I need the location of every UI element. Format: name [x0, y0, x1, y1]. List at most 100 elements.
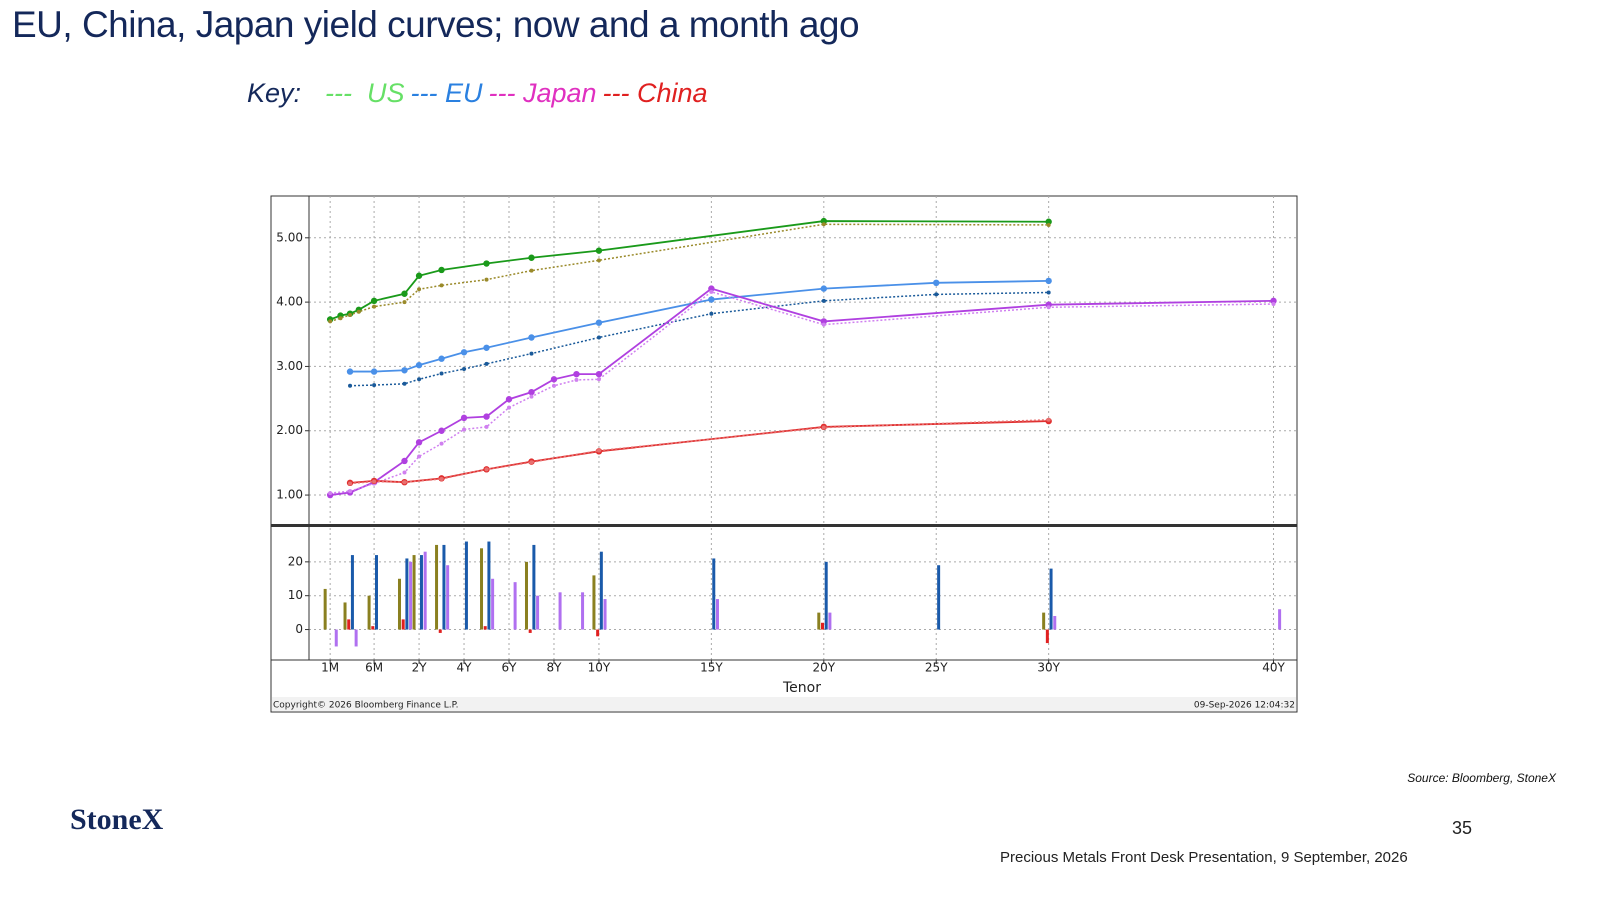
point: [934, 292, 939, 297]
x-tick-label: 40Y: [1262, 661, 1285, 675]
bar: [483, 626, 487, 630]
x-tick-label: 6M: [365, 661, 383, 675]
y-tick-label: 0: [295, 622, 303, 636]
point: [462, 367, 467, 372]
bar: [491, 578, 495, 630]
bar: [419, 555, 423, 630]
bar: [1053, 616, 1057, 630]
bar: [438, 629, 442, 633]
slide-title: EU, China, Japan yield curves; now and a…: [12, 4, 860, 45]
x-tick-label: 25Y: [925, 661, 948, 675]
copyright: Copyright© 2026 Bloomberg Finance L.P.: [273, 701, 458, 711]
point: [348, 489, 353, 494]
bar: [821, 622, 825, 630]
bar: [334, 629, 338, 647]
point: [550, 376, 558, 383]
bar: [528, 629, 532, 633]
point: [438, 355, 445, 362]
point: [483, 344, 490, 351]
bar: [446, 565, 450, 630]
bar: [412, 555, 416, 630]
point: [933, 279, 940, 287]
point: [402, 470, 407, 475]
bar: [1045, 629, 1049, 644]
key-item: --- Japan: [488, 78, 597, 108]
x-tick-label: 1M: [321, 661, 339, 675]
point: [348, 312, 353, 317]
point: [401, 290, 408, 297]
bar: [817, 612, 821, 630]
bar: [513, 582, 517, 630]
point: [595, 247, 603, 254]
point: [528, 388, 535, 396]
bar: [405, 558, 409, 630]
x-tick-label: 30Y: [1037, 661, 1060, 675]
point: [439, 476, 444, 481]
bar: [464, 541, 468, 630]
point: [401, 367, 408, 374]
point: [328, 319, 333, 324]
bar: [442, 544, 446, 630]
point: [460, 349, 468, 356]
point: [439, 371, 444, 376]
point: [596, 377, 601, 382]
point: [528, 334, 535, 341]
point: [439, 441, 444, 446]
point: [483, 260, 490, 267]
series-line: [330, 290, 1274, 494]
bar: [350, 555, 354, 630]
point: [415, 361, 423, 369]
point: [438, 427, 445, 434]
bar: [603, 599, 607, 630]
point: [507, 405, 512, 410]
bar: [367, 595, 371, 630]
y-tick-label: 2.00: [276, 423, 303, 437]
y-tick-label: 3.00: [276, 359, 303, 373]
key-label: Key:: [247, 78, 302, 108]
footer-strip: [272, 697, 1296, 711]
point: [1045, 218, 1052, 225]
bar: [323, 588, 327, 630]
point: [1046, 222, 1051, 227]
point: [551, 383, 556, 388]
point: [709, 311, 714, 316]
point: [483, 413, 490, 420]
bar: [1278, 609, 1282, 630]
bar: [596, 629, 600, 637]
x-tick-label: 4Y: [457, 661, 473, 675]
point: [1046, 290, 1051, 295]
point: [1270, 297, 1277, 305]
page-number: 35: [1452, 818, 1473, 838]
point: [417, 454, 422, 459]
bar: [343, 602, 347, 630]
point: [372, 479, 377, 484]
bar: [581, 592, 585, 630]
point: [370, 297, 378, 305]
x-tick-label: 8Y: [546, 661, 562, 675]
bar: [371, 626, 375, 630]
bar: [480, 548, 484, 630]
bar: [423, 551, 427, 630]
bar: [374, 555, 378, 630]
point: [462, 427, 467, 432]
point: [595, 370, 603, 378]
source-note: Source: Bloomberg, StoneX: [1407, 771, 1556, 785]
key-item: --- EU: [410, 78, 483, 108]
point: [820, 285, 828, 292]
chart-frame: [270, 195, 1298, 713]
point: [356, 309, 361, 314]
point: [709, 289, 714, 294]
x-tick-label: 6Y: [502, 661, 518, 675]
bar: [532, 544, 536, 630]
point: [401, 457, 408, 465]
point: [438, 266, 445, 274]
point: [484, 424, 489, 429]
y-tick-label: 5.00: [276, 230, 303, 244]
timestamp: 09-Sep-2026 12:04:32: [1194, 701, 1295, 711]
point: [821, 425, 826, 430]
point: [415, 272, 423, 279]
point: [1046, 417, 1051, 422]
point: [328, 491, 333, 496]
point: [505, 396, 513, 403]
